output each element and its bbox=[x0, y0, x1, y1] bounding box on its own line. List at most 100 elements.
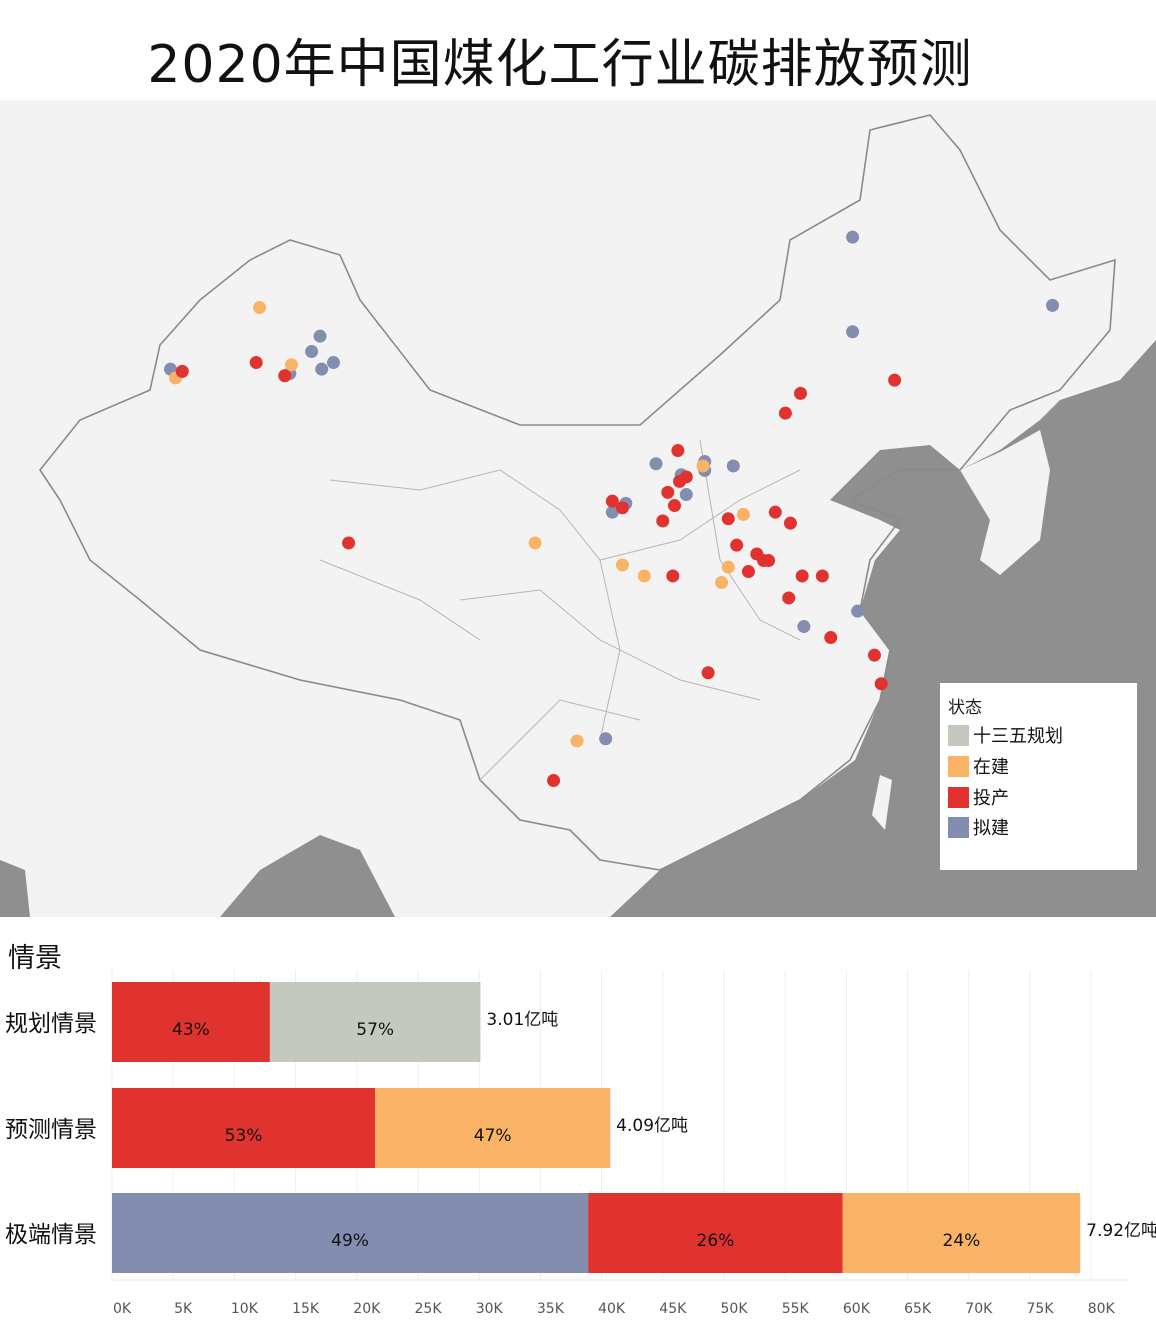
project-point[interactable] bbox=[315, 362, 329, 376]
project-point[interactable] bbox=[661, 485, 675, 499]
project-point[interactable] bbox=[605, 505, 619, 519]
legend: 状态 十三五规划 在建 投产 拟建 bbox=[940, 683, 1137, 870]
project-point[interactable] bbox=[637, 569, 651, 583]
legend-title: 状态 bbox=[948, 698, 982, 718]
project-point[interactable] bbox=[615, 501, 629, 515]
swatch bbox=[948, 724, 969, 746]
x-tick-label: 30K bbox=[476, 1301, 504, 1317]
x-tick-label: 0K bbox=[113, 1301, 132, 1317]
legend-item[interactable]: 投产 bbox=[948, 785, 1009, 809]
project-point[interactable] bbox=[888, 373, 902, 387]
project-point[interactable] bbox=[851, 604, 865, 618]
x-tick-label: 35K bbox=[537, 1301, 565, 1317]
legend-item[interactable]: 拟建 bbox=[948, 815, 1009, 839]
x-tick-label: 80K bbox=[1088, 1301, 1116, 1317]
project-point[interactable] bbox=[278, 369, 292, 383]
project-point[interactable] bbox=[794, 386, 808, 400]
project-point[interactable] bbox=[679, 488, 693, 502]
project-point[interactable] bbox=[715, 576, 729, 590]
category-label: 预测情景 bbox=[5, 1117, 97, 1143]
segment-label: 43% bbox=[172, 1020, 210, 1040]
project-point[interactable] bbox=[547, 774, 561, 788]
project-point[interactable] bbox=[874, 677, 888, 691]
project-point[interactable] bbox=[721, 512, 735, 526]
project-point[interactable] bbox=[668, 499, 682, 513]
bar-segment[interactable] bbox=[842, 1193, 1081, 1273]
bar-segment[interactable] bbox=[112, 1088, 376, 1168]
project-point[interactable] bbox=[599, 732, 613, 746]
project-point[interactable] bbox=[313, 329, 327, 343]
legend-item[interactable]: 在建 bbox=[948, 754, 1009, 778]
bar-segment[interactable] bbox=[269, 982, 481, 1062]
project-point[interactable] bbox=[326, 356, 340, 370]
project-point[interactable] bbox=[867, 648, 881, 662]
project-point[interactable] bbox=[253, 301, 267, 315]
korea-land bbox=[960, 430, 1050, 575]
scenario-bar-chart: 0K 5K 10K 15K 20K 25K 30K 35K 40K 45K 50K 55K 60K 65K… bbox=[5, 970, 1156, 1317]
project-point[interactable] bbox=[249, 356, 263, 370]
bar-segment[interactable] bbox=[112, 1193, 589, 1273]
project-point[interactable] bbox=[696, 459, 710, 473]
chart-title: 情景 bbox=[8, 943, 62, 974]
x-tick-label: 25K bbox=[415, 1301, 443, 1317]
segment-label: 53% bbox=[225, 1126, 263, 1146]
project-point[interactable] bbox=[815, 569, 829, 583]
project-point[interactable] bbox=[528, 536, 542, 550]
project-point[interactable] bbox=[666, 569, 680, 583]
project-point[interactable] bbox=[649, 457, 663, 471]
legend-label: 拟建 bbox=[973, 818, 1009, 839]
project-point[interactable] bbox=[284, 358, 298, 372]
project-point[interactable] bbox=[797, 620, 811, 634]
bar-segment[interactable] bbox=[375, 1088, 611, 1168]
project-point[interactable] bbox=[741, 565, 755, 579]
bar-segment[interactable] bbox=[588, 1193, 843, 1273]
category-label: 规划情景 bbox=[5, 1011, 97, 1037]
legend-label: 在建 bbox=[973, 757, 1009, 778]
project-point[interactable] bbox=[730, 538, 744, 552]
x-tick-label: 40K bbox=[598, 1301, 626, 1317]
x-tick-label: 55K bbox=[782, 1301, 810, 1317]
bay-of-bengal bbox=[220, 835, 395, 917]
swatch bbox=[948, 786, 969, 808]
x-tick-label: 70K bbox=[965, 1301, 993, 1317]
project-point[interactable] bbox=[305, 345, 319, 359]
project-point[interactable] bbox=[846, 230, 860, 244]
legend-label: 投产 bbox=[973, 788, 1009, 809]
project-point[interactable] bbox=[701, 666, 715, 680]
project-point[interactable] bbox=[673, 474, 687, 488]
bar-segment[interactable] bbox=[112, 982, 270, 1062]
project-point[interactable] bbox=[342, 536, 356, 550]
project-point[interactable] bbox=[721, 560, 735, 574]
project-point[interactable] bbox=[783, 516, 797, 530]
project-point[interactable] bbox=[671, 444, 685, 458]
project-point[interactable] bbox=[1046, 298, 1060, 312]
project-point[interactable] bbox=[782, 591, 796, 605]
project-point[interactable] bbox=[736, 507, 750, 521]
project-point[interactable] bbox=[824, 631, 838, 645]
x-tick-label: 20K bbox=[353, 1301, 381, 1317]
project-point[interactable] bbox=[175, 364, 189, 378]
project-point[interactable] bbox=[656, 514, 670, 528]
swatch bbox=[948, 755, 969, 777]
project-point[interactable] bbox=[615, 558, 629, 572]
project-point[interactable] bbox=[605, 494, 619, 508]
project-point[interactable] bbox=[726, 459, 740, 473]
legend-item[interactable]: 十三五规划 bbox=[948, 723, 1063, 747]
project-point[interactable] bbox=[757, 554, 771, 568]
x-tick-label: 15K bbox=[292, 1301, 320, 1317]
x-tick-label: 50K bbox=[721, 1301, 749, 1317]
taiwan-land bbox=[872, 775, 892, 830]
x-tick-label: 45K bbox=[659, 1301, 687, 1317]
project-point[interactable] bbox=[846, 325, 860, 339]
x-tick-label: 10K bbox=[231, 1301, 259, 1317]
project-points bbox=[164, 230, 1060, 788]
legend-label: 十三五规划 bbox=[973, 726, 1063, 747]
segment-label: 24% bbox=[943, 1231, 981, 1251]
project-point[interactable] bbox=[768, 505, 782, 519]
sea-west bbox=[0, 860, 30, 917]
project-point[interactable] bbox=[795, 569, 809, 583]
project-point[interactable] bbox=[778, 406, 792, 420]
project-point[interactable] bbox=[570, 734, 584, 748]
x-tick-label: 5K bbox=[174, 1301, 193, 1317]
segment-label: 49% bbox=[331, 1231, 369, 1251]
